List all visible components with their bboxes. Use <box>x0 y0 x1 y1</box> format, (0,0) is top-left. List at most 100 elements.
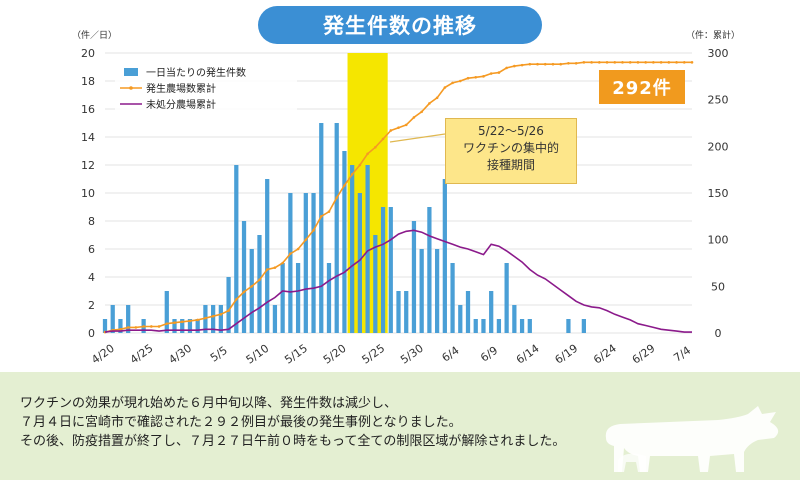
cumulative-point <box>204 316 207 320</box>
right-tick-label: 250 <box>708 94 729 107</box>
note-line-2: ７月４日に宮崎市で確認された２９２例目が最後の発生事例となりました。 <box>20 415 462 430</box>
daily-case-bar <box>388 207 393 333</box>
cumulative-point <box>652 61 655 64</box>
daily-case-bar <box>450 263 455 333</box>
daily-case-bar <box>342 151 347 333</box>
legend: 一日当たりの発生件数 発生農場数累計 未処分農場累計 <box>115 62 297 116</box>
daily-case-bar <box>164 291 169 333</box>
cumulative-point <box>150 325 153 328</box>
chart: 0 2 4 6 8 10 12 14 16 18 20 0 50 100 150 200 250 300 4/2… <box>72 29 740 367</box>
cumulative-point <box>289 252 292 255</box>
callout-pointer <box>389 133 446 143</box>
daily-case-bar <box>265 179 270 333</box>
daily-case-bar <box>489 291 494 333</box>
vaccination-callout: 5/22〜5/26 ワクチンの集中的 接種期間 <box>445 118 577 184</box>
cumulative-point <box>211 314 215 318</box>
daily-case-bar <box>211 305 216 333</box>
legend-label-unprocessed: 未処分農場累計 <box>146 98 216 111</box>
x-tick-label: 6/19 <box>553 342 581 367</box>
x-tick-label: 5/10 <box>244 342 272 367</box>
left-tick-label: 18 <box>81 75 95 88</box>
left-tick-label: 10 <box>81 187 95 200</box>
cumulative-point <box>628 61 632 64</box>
unprocessed-farms-line <box>104 229 692 333</box>
daily-case-bar <box>257 235 262 333</box>
x-tick-label: 5/30 <box>398 342 426 367</box>
right-tick-label: 0 <box>715 327 722 340</box>
left-tick-label: 14 <box>81 131 95 144</box>
daily-case-bar <box>357 193 363 333</box>
right-tick-label: 150 <box>708 187 729 200</box>
x-tick-label: 4/20 <box>89 342 117 367</box>
daily-case-bar <box>288 193 293 333</box>
cumulative-point <box>173 321 176 325</box>
legend-label-cumulative: 発生農場数累計 <box>146 82 216 95</box>
cumulative-point <box>582 61 586 64</box>
cumulative-point <box>428 102 431 105</box>
cumulative-point <box>536 62 539 66</box>
daily-case-bar <box>527 319 532 333</box>
daily-case-bar <box>411 221 417 333</box>
total-count-badge: 292件 <box>599 70 685 104</box>
cumulative-point <box>667 61 671 64</box>
cumulative-point <box>196 318 199 322</box>
left-tick-label: 12 <box>81 159 95 172</box>
right-axis-ticks: 0 50 100 150 200 250 300 <box>708 47 729 340</box>
cumulative-point <box>598 61 601 64</box>
x-tick-label: 5/15 <box>282 342 310 367</box>
daily-case-bar <box>373 235 378 333</box>
left-tick-label: 6 <box>88 243 95 256</box>
cumulative-point <box>250 285 254 288</box>
daily-case-bar <box>272 305 278 333</box>
daily-case-bar <box>512 305 517 333</box>
daily-case-bar <box>350 165 355 333</box>
cumulative-point <box>474 75 478 79</box>
cumulative-point <box>319 215 323 218</box>
x-axis-ticks: 4/20 4/25 4/30 5/5 5/10 5/15 5/20 5/25 5/30 6/4 6/… <box>89 342 693 367</box>
cumulative-point <box>219 313 223 316</box>
cumulative-point <box>358 163 362 167</box>
cumulative-point <box>366 152 369 156</box>
daily-case-bar <box>126 305 131 333</box>
daily-case-bar <box>404 291 409 333</box>
daily-case-bar <box>187 319 193 333</box>
cumulative-point <box>412 116 416 119</box>
x-tick-label: 6/29 <box>630 342 658 367</box>
cumulative-point <box>636 61 640 64</box>
daily-case-bar <box>234 165 239 333</box>
cumulative-point <box>134 326 138 329</box>
daily-case-bar <box>481 319 486 333</box>
cumulative-point <box>265 268 269 271</box>
cumulative-point <box>389 129 393 132</box>
left-tick-label: 2 <box>88 299 95 312</box>
cumulative-point <box>559 62 562 66</box>
daily-case-bar <box>419 249 424 333</box>
daily-case-bar <box>319 123 324 333</box>
note-line-1: ワクチンの効果が現れ始めた６月中旬以降、発生件数は減少し、 <box>20 396 398 411</box>
cumulative-point <box>404 123 408 127</box>
cumulative-point <box>296 247 300 251</box>
note-text: ワクチンの効果が現れ始めた６月中旬以降、発生件数は減少し、 ７月４日に宮崎市で確… <box>20 394 720 451</box>
daily-case-bar <box>295 263 301 333</box>
cumulative-point <box>180 320 184 324</box>
cumulative-point <box>574 61 578 65</box>
cumulative-point <box>381 137 385 141</box>
cumulative-point <box>451 81 454 85</box>
cumulative-point <box>312 229 315 232</box>
daily-case-bar <box>581 319 586 333</box>
gridlines <box>105 52 692 334</box>
daily-case-bar <box>102 319 108 333</box>
daily-case-bar <box>303 193 308 333</box>
daily-case-bar <box>172 319 177 333</box>
daily-case-bar <box>473 319 478 333</box>
cumulative-point <box>281 261 284 265</box>
chart-title: 発生件数の推移 <box>258 6 542 44</box>
left-axis-label: （件／日） <box>72 29 117 41</box>
cumulative-point <box>482 75 485 78</box>
cumulative-point <box>327 210 331 213</box>
cumulative-point <box>466 76 470 80</box>
daily-case-bar <box>566 319 571 333</box>
callout-text-1: ワクチンの集中的 <box>462 141 559 155</box>
cumulative-point <box>613 61 617 64</box>
daily-case-bar <box>110 305 115 333</box>
